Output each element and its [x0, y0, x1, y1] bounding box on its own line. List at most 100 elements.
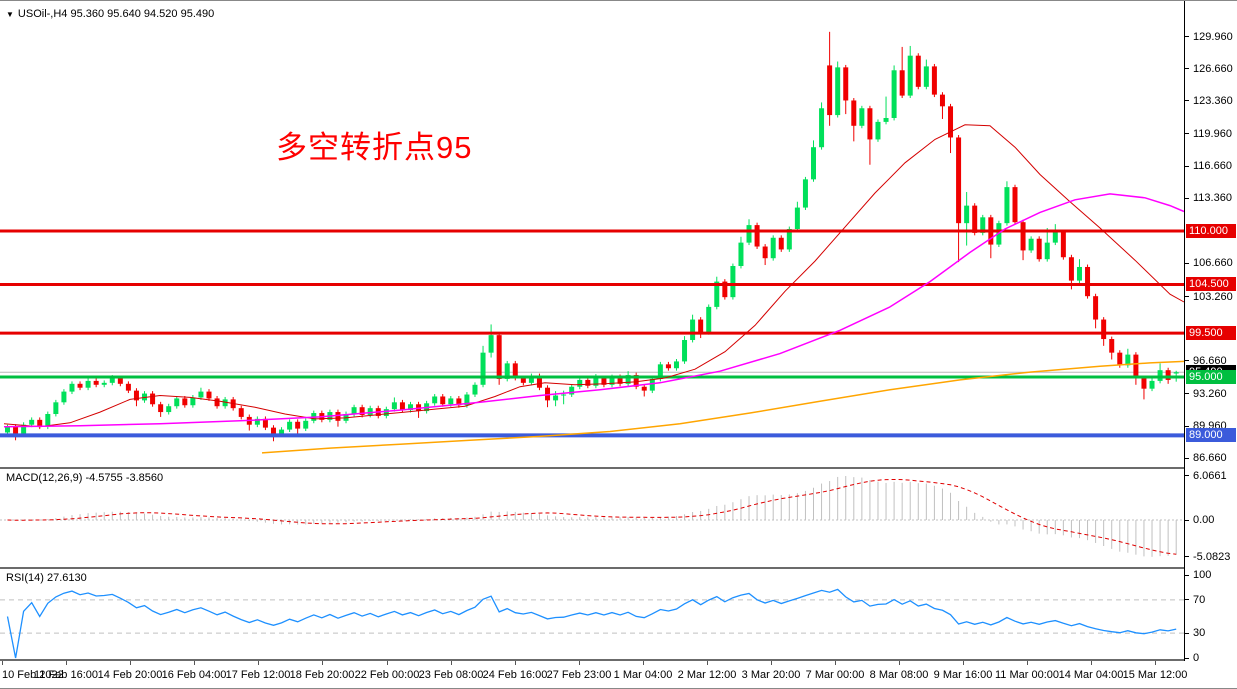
candle-down [899, 70, 905, 96]
candle-down [13, 426, 19, 434]
candle-down [520, 377, 526, 383]
candle-down [359, 407, 365, 415]
candle-up [682, 339, 688, 362]
macd-tick-label-tick [1185, 520, 1189, 521]
price-badge-89.000: 89.000 [1186, 428, 1236, 443]
candle-up [1173, 372, 1179, 374]
candle-up [1076, 266, 1082, 281]
rsi-tick-label-tick [1185, 658, 1189, 659]
candle-down [1085, 266, 1091, 297]
price-tick-label-tick [1185, 360, 1189, 361]
candle-down [972, 205, 978, 233]
time-tick [1027, 661, 1028, 665]
candle-down [1060, 231, 1066, 258]
candle-down [295, 421, 301, 429]
candle-up [553, 395, 559, 401]
candle-down [150, 393, 156, 405]
time-tick [835, 661, 836, 665]
candle-up [85, 380, 91, 388]
candle-down [641, 386, 647, 391]
time-label: 24 Feb 16:00 [482, 669, 548, 681]
candle-up [480, 352, 486, 385]
candle-down [827, 65, 833, 116]
candle-down [335, 412, 341, 421]
collapse-triangle-icon[interactable]: ▼ [6, 9, 14, 19]
candle-down [778, 237, 784, 250]
candle-down [158, 404, 164, 413]
rsi-tick-label-tick [1185, 633, 1189, 634]
rsi-tick-label: 0 [1193, 652, 1200, 664]
candle-down [1165, 370, 1171, 380]
candle-down [851, 100, 857, 126]
candle-up [609, 377, 615, 385]
candle-down [262, 418, 268, 428]
candle-down [536, 376, 542, 388]
candle-up [254, 418, 260, 425]
candle-up [408, 404, 413, 411]
price-tick-label: 96.660 [1193, 354, 1227, 367]
price-tick-label: 129.960 [1193, 30, 1233, 43]
price-badge-104.500: 104.500 [1186, 277, 1236, 292]
candle-up [811, 147, 816, 180]
candle-up [53, 402, 59, 415]
pane-divider-main-macd[interactable] [0, 467, 1237, 469]
candle-down [117, 377, 123, 384]
candle-up [673, 361, 679, 369]
pane-divider-rsi-timeaxis [0, 659, 1237, 661]
price-tick-label-tick [1185, 458, 1189, 459]
macd-tick-label: 6.0661 [1193, 469, 1227, 482]
candle-down [125, 383, 131, 391]
rsi-tick-label: 30 [1193, 627, 1206, 640]
candle-up [875, 121, 881, 140]
price-tick-label-tick [1185, 296, 1189, 297]
candle-up [222, 399, 228, 407]
candle-up [69, 383, 75, 392]
candle-up [577, 379, 583, 387]
candle-down [601, 377, 607, 385]
time-tick [963, 661, 964, 665]
candle-up [166, 406, 172, 413]
candle-down [722, 281, 728, 298]
time-label: 16 Feb 04:00 [161, 669, 227, 681]
time-tick [387, 661, 388, 665]
candle-down [496, 335, 502, 379]
candle-up [1125, 354, 1131, 366]
candle-up [142, 393, 148, 401]
candle-up [45, 414, 51, 427]
candle-down [843, 67, 849, 101]
candle-up [923, 66, 929, 87]
time-tick [1155, 661, 1156, 665]
macd-tick-label: -5.0823 [1193, 550, 1231, 563]
candle-down [1141, 377, 1147, 389]
candle-up [21, 424, 27, 434]
time-tick [899, 661, 900, 665]
macd-indicator-label: MACD(12,26,9) -4.5755 -3.8560 [6, 472, 164, 484]
candle-up [303, 420, 309, 429]
annotation-text: 多空转折点95 [276, 130, 473, 165]
price-tick-label-tick [1185, 426, 1189, 427]
candle-up [448, 398, 454, 405]
price-tick-label-tick [1185, 263, 1189, 264]
time-label: 10 Feb 2022 [2, 669, 64, 681]
time-tick [643, 661, 644, 665]
candle-down [617, 377, 623, 384]
time-label: 7 Mar 00:00 [805, 669, 865, 681]
candle-up [1052, 231, 1058, 243]
candle-up [1044, 242, 1050, 260]
price-tick-label: 116.660 [1193, 160, 1232, 173]
candle-up [706, 306, 712, 333]
price-tick-label-tick [1185, 198, 1189, 199]
candle-down [77, 383, 83, 388]
ma-mid-magenta[interactable] [3, 193, 1185, 428]
candle-down [762, 246, 768, 259]
candle-up [528, 376, 534, 383]
pane-divider-macd-rsi[interactable] [0, 567, 1237, 569]
ma-fast-red[interactable] [3, 124, 1185, 428]
rsi-tick-label-tick [1185, 575, 1189, 576]
ma-slow-orange[interactable] [261, 360, 1185, 454]
candle-up [738, 242, 744, 266]
price-tick-label: 93.260 [1193, 387, 1227, 400]
candle-down [440, 396, 446, 405]
